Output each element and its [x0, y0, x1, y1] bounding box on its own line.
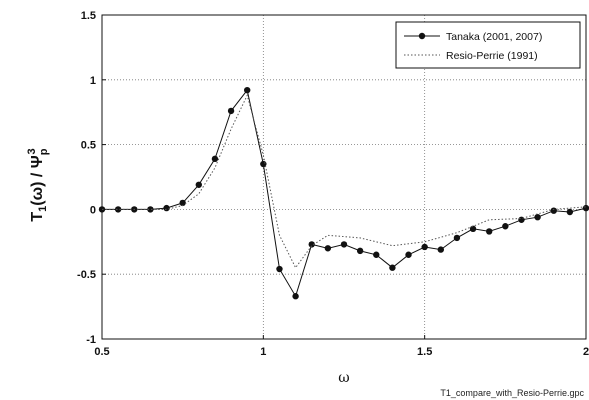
series-0-point-18 [389, 264, 396, 271]
series-0-point-4 [163, 204, 170, 212]
series-0-point-17 [373, 251, 380, 258]
series-0-point-30 [582, 204, 589, 212]
legend-box [395, 21, 581, 69]
legend: Tanaka (2001, 2007) Resio-Perrie (1991) [395, 21, 581, 69]
x-axis-ticks: 0.5 1 1.5 2 [94, 335, 589, 358]
footer-filename: T1_compare_with_Resio-Perrie.gpc [440, 388, 584, 398]
y-axis-label-base: T [29, 212, 46, 222]
y-tick-label-2: 0 [90, 204, 96, 216]
y-tick-label-3: 0.5 [81, 140, 96, 152]
series-0-point-16 [356, 247, 364, 255]
series-0-point-6 [195, 181, 202, 188]
series-0-point-3 [147, 206, 154, 213]
plot-frame [101, 14, 587, 340]
series-0-point-12 [292, 293, 299, 300]
y-axis-label-sup: 3 [26, 148, 38, 154]
y-axis-label: T1(ω) / Ψp3 [26, 148, 50, 221]
legend-label-resio-perrie: Resio-Perrie (1991) [446, 50, 538, 62]
series-0-point-15 [340, 241, 348, 248]
series-0-point-29 [566, 208, 574, 216]
series-0-point-13 [308, 241, 315, 248]
x-tick-label-1: 1 [260, 346, 266, 358]
grid [102, 15, 586, 339]
y-tick-label-4: 1 [90, 75, 96, 87]
x-tick-label-3: 2 [583, 346, 589, 358]
legend-label-tanaka: Tanaka (2001, 2007) [446, 31, 542, 43]
series-0-point-14 [324, 245, 332, 252]
x-tick-label-0: 0.5 [94, 346, 109, 358]
series-0-point-21 [437, 246, 444, 253]
series-0-point-28 [550, 207, 557, 214]
series-0-point-24 [486, 228, 493, 235]
series-0-point-22 [453, 234, 461, 242]
x-tick-label-2: 1.5 [417, 346, 432, 358]
series-0-point-8 [227, 107, 235, 115]
series-0-point-1 [114, 206, 122, 213]
y-tick-label-0: -1 [86, 334, 96, 346]
series-line-1 [102, 93, 587, 269]
series-0-point-7 [211, 155, 219, 163]
series-0-point-11 [276, 265, 283, 273]
y-axis-label-sub2: p [38, 148, 50, 155]
series-line-0 [102, 89, 587, 298]
series-0-point-25 [502, 223, 509, 230]
series-0-point-20 [421, 243, 428, 251]
x-axis-label: ω [338, 370, 349, 386]
series-0-point-9 [244, 86, 251, 94]
series-0-point-19 [405, 251, 412, 258]
y-axis-ticks: -1 -0.5 0 0.5 1 1.5 [77, 10, 106, 346]
y-tick-label-5: 1.5 [81, 10, 96, 22]
y-tick-label-1: -0.5 [77, 269, 96, 281]
series-0-point-5 [179, 199, 186, 207]
series-0-point-23 [469, 225, 477, 233]
series-0-point-27 [534, 213, 541, 221]
legend-marker-tanaka [418, 32, 426, 40]
y-axis-label-mid: (ω) / Ψ [29, 155, 46, 206]
y-axis-label-sub1: 1 [37, 206, 49, 212]
series-layer [98, 86, 589, 300]
